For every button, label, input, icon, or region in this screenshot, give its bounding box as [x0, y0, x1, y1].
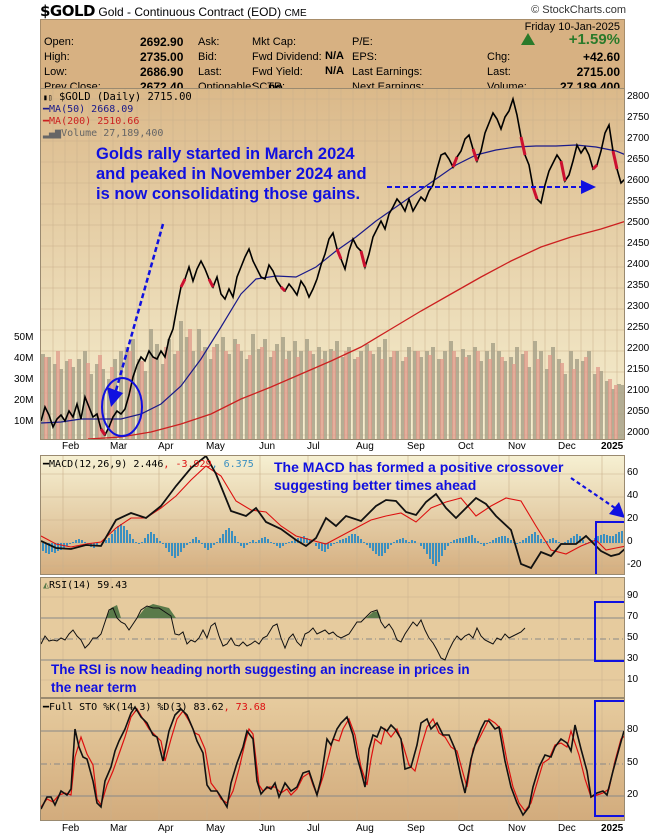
- low-label: Low:: [44, 66, 68, 78]
- rsi-overbought-fill: [366, 611, 381, 618]
- month-axis-top: Feb Mar Apr May Jun Jul Aug Sep Oct Nov …: [62, 441, 624, 452]
- ma200-legend: ━MA(200) 2510.66: [43, 116, 140, 127]
- macd-highlight-box: [595, 521, 624, 574]
- copyright[interactable]: © StockCharts.com: [531, 4, 626, 16]
- price-panel[interactable]: ▮▯ $GOLD (Daily) 2715.00 ━MA(50) 2668.09…: [40, 88, 625, 440]
- rsi-overbought-fill: [106, 605, 121, 618]
- quote-header: Open: 2692.90 High: 2735.00 Low: 2686.90…: [40, 19, 625, 94]
- open-label: Open:: [44, 36, 74, 48]
- high-value: 2735.00: [140, 50, 184, 64]
- last-earnings-label: Last Earnings:: [352, 66, 423, 78]
- rally-start-circle: [101, 377, 143, 437]
- stochastic-chart-svg: [41, 699, 624, 820]
- rsi-highlight-box: [594, 601, 624, 662]
- rsi-area-icon: ◭: [43, 580, 50, 591]
- rsi-panel[interactable]: ◭RSI(14) 59.43 The RSI is now heading no…: [40, 577, 625, 698]
- price-chart-svg: [41, 89, 624, 439]
- fwd-yield-value: N/A: [325, 65, 344, 77]
- ma200-line: [87, 220, 624, 439]
- trend-arrowhead-icon: [107, 387, 123, 407]
- volume-legend: ▂▄▆Volume 27,189,400: [43, 128, 164, 139]
- eps-label: EPS:: [352, 51, 378, 63]
- sto-legend: ━Full STO %K(14,3) %D(3) 83.62, 73.68: [43, 702, 266, 713]
- macd-signal-line: [41, 465, 624, 555]
- up-arrow-icon: [521, 33, 535, 45]
- price-annotation: Golds rally started in March 2024 and pe…: [96, 145, 367, 203]
- macd-annotation: The MACD has formed a positive crossover…: [274, 459, 564, 493]
- stoch-k-line: [41, 705, 624, 817]
- macd-arrowhead-icon: [609, 502, 624, 518]
- high-label: High:: [44, 51, 70, 63]
- rsi-annotation: The RSI is now heading north suggesting …: [51, 662, 470, 695]
- candle-icon: ▮▯: [43, 93, 53, 102]
- chg-label: Chg:: [487, 51, 511, 63]
- macd-swatch-icon: ━: [43, 459, 50, 470]
- mktcap-label: Mkt Cap:: [252, 36, 297, 48]
- low-value: 2686.90: [140, 65, 184, 79]
- pe-label: P/E:: [352, 36, 373, 48]
- macd-panel[interactable]: ━MACD(12,26,9) 2.446, -3.929, 6.375 The …: [40, 455, 625, 575]
- percent-change: +1.59%: [568, 31, 620, 48]
- macd-legend: ━MACD(12,26,9) 2.446, -3.929, 6.375: [43, 459, 254, 470]
- ma50-legend: ━MA(50) 2668.09: [43, 104, 134, 115]
- ma200-swatch-icon: ━: [43, 116, 50, 127]
- macd-histogram: [42, 524, 623, 566]
- sto-highlight-box: [594, 700, 624, 817]
- macd-line: [41, 456, 624, 570]
- consolidation-arrowhead-icon: [581, 180, 596, 194]
- stochastic-panel[interactable]: ━Full STO %K(14,3) %D(3) 83.62, 73.68: [40, 698, 625, 821]
- fwd-dividend-label: Fwd Dividend:: [252, 51, 322, 63]
- date-line: Friday 10-Jan-2025: [524, 21, 620, 33]
- chg-value: +42.60: [582, 50, 620, 64]
- instrument-name: Gold - Continuous Contract (EOD): [98, 5, 282, 19]
- ma50-swatch-icon: ━: [43, 104, 50, 115]
- rsi-line: [41, 605, 526, 661]
- chart-title: $GOLD Gold - Continuous Contract (EOD) C…: [40, 2, 307, 20]
- last-label: Last:: [487, 66, 511, 78]
- bid-label: Bid:: [198, 51, 217, 63]
- volume-bars-icon: ▂▄▆: [43, 128, 62, 139]
- fwd-yield-label: Fwd Yield:: [252, 66, 303, 78]
- last-label-mid: Last:: [198, 66, 222, 78]
- price-candles: [41, 96, 624, 437]
- macd-chart-svg: [41, 456, 624, 574]
- open-value: 2692.90: [140, 35, 184, 49]
- exchange: CME: [284, 8, 307, 19]
- fwd-dividend-value: N/A: [325, 50, 344, 62]
- ask-label: Ask:: [198, 36, 220, 48]
- month-axis-bottom: Feb Mar Apr May Jun Jul Aug Sep Oct Nov …: [62, 823, 624, 834]
- price-legend-main: ▮▯ $GOLD (Daily) 2715.00: [43, 91, 192, 103]
- rsi-chart-svg: [41, 578, 624, 697]
- last-value: 2715.00: [576, 65, 620, 79]
- rsi-overbought-fill: [137, 604, 176, 618]
- symbol: $GOLD: [40, 2, 96, 20]
- sto-swatch-icon: ━: [43, 702, 50, 713]
- trend-dotted-line: [113, 223, 165, 395]
- macd-dotted-arrow-line: [570, 477, 616, 509]
- rsi-legend: ◭RSI(14) 59.43: [43, 580, 128, 591]
